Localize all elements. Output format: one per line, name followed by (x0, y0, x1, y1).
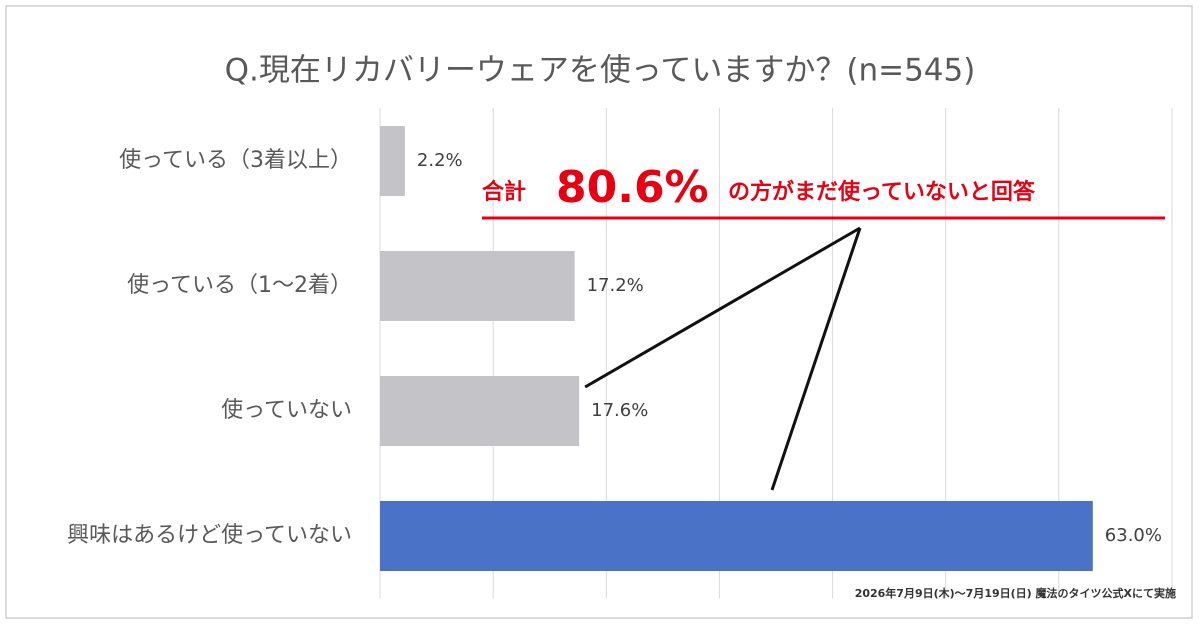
bar (380, 501, 1093, 571)
value-label: 17.6% (591, 400, 648, 421)
bar (380, 376, 580, 446)
annotation-highlight: 80.6% (556, 162, 709, 213)
bar (380, 126, 405, 196)
y-tick-label: 使っていない (221, 398, 352, 423)
leader-line (770, 227, 862, 491)
value-label: 2.2% (417, 150, 463, 171)
y-tick-label: 使っている（3着以上） (119, 148, 352, 173)
chart-title: Q.現在リカバリーウェアを使っていますか？(n=545) (225, 53, 976, 89)
annotation-suffix: の方がまだ使っていないと回答 (728, 179, 1036, 205)
y-tick-label: 興味はあるけど使っていない (67, 523, 352, 548)
footnote: 2026年7月9日(木)～7月19日(日) 魔法のタイツ公式Xにて実施 (855, 586, 1176, 600)
leader-line (584, 226, 861, 389)
value-label: 17.2% (587, 275, 644, 296)
y-tick-label: 使っている（1～2着） (127, 273, 352, 298)
annotation: 合計 80.6% の方がまだ使っていないと回答 (482, 162, 1036, 213)
annotation-prefix: 合計 (482, 179, 526, 205)
value-label: 63.0% (1105, 525, 1162, 546)
bar (380, 251, 575, 321)
